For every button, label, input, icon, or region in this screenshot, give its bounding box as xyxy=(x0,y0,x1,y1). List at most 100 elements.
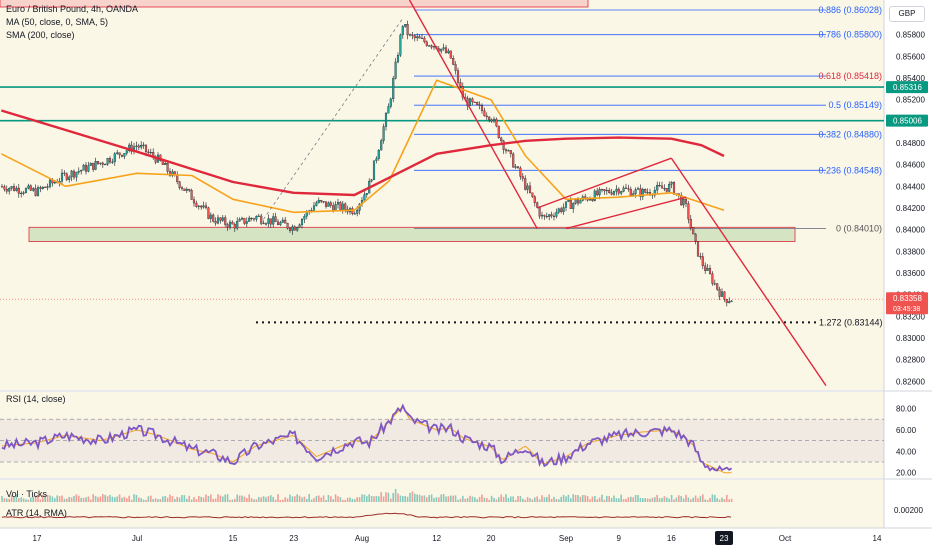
volume-bar xyxy=(442,494,445,502)
volume-bar xyxy=(450,495,452,502)
volume-bar xyxy=(620,494,622,502)
volume-bar xyxy=(524,499,526,502)
candle-body xyxy=(430,45,433,48)
volume-bar xyxy=(579,496,582,502)
candle-body xyxy=(449,50,452,59)
volume-bar xyxy=(363,494,366,502)
volume-bar xyxy=(390,498,392,502)
volume-bar xyxy=(231,499,234,502)
candle-body xyxy=(533,196,536,203)
volume-bar xyxy=(51,496,54,502)
candle-body xyxy=(190,190,193,200)
volume-bar xyxy=(3,498,6,502)
candle-body xyxy=(219,217,222,221)
candle-body xyxy=(137,145,140,148)
candle-body xyxy=(238,219,241,222)
candle-body xyxy=(252,218,256,220)
candle-body xyxy=(116,152,119,154)
volume-bar xyxy=(183,495,186,502)
volume-bar xyxy=(385,492,387,502)
candle-body xyxy=(699,255,702,258)
volume-bar xyxy=(94,495,97,502)
candle-body xyxy=(708,267,712,274)
candle-body xyxy=(65,173,68,180)
volume-bar xyxy=(18,498,20,502)
volume-bar xyxy=(162,496,164,502)
candle-body xyxy=(322,201,325,203)
volume-bar xyxy=(294,496,296,502)
volume-bar xyxy=(250,498,253,502)
volume-bar xyxy=(454,495,457,502)
candle-body xyxy=(646,192,649,194)
candle-body xyxy=(279,222,282,226)
candle-body xyxy=(689,218,692,228)
volume-bar xyxy=(632,497,634,502)
volume-bar xyxy=(538,499,541,502)
volume-bar xyxy=(54,498,56,502)
volume-bar xyxy=(682,498,685,502)
volume-bar xyxy=(308,494,310,502)
volume-bar xyxy=(118,494,121,502)
volume-bar xyxy=(270,495,272,502)
candle-body xyxy=(269,218,272,225)
candle-body xyxy=(730,300,733,302)
candle-body xyxy=(608,190,611,193)
candle-body xyxy=(312,205,316,211)
volume-bar xyxy=(73,495,75,502)
candle-body xyxy=(288,228,292,231)
rsi-tick-label: 40.00 xyxy=(896,447,917,456)
volume-bar xyxy=(159,499,162,502)
candle-body xyxy=(111,161,114,163)
volume-bar xyxy=(550,498,553,502)
volume-bar xyxy=(709,497,711,502)
volume-bar xyxy=(610,498,613,502)
candle-body xyxy=(567,200,570,202)
volume-bar xyxy=(687,497,690,502)
candle-body xyxy=(440,48,443,52)
volume-bar xyxy=(718,499,721,502)
volume-bar xyxy=(555,498,558,502)
volume-bar xyxy=(255,499,258,502)
volume-bar xyxy=(574,494,577,502)
candle-body xyxy=(8,188,11,192)
candle-body xyxy=(579,200,582,204)
volume-bar xyxy=(130,499,133,502)
candle-body xyxy=(596,190,599,196)
candle-body xyxy=(286,223,289,229)
volume-bar xyxy=(627,497,630,502)
volume-bar xyxy=(553,496,555,502)
candle-body xyxy=(48,179,52,187)
volume-bar xyxy=(193,497,195,502)
currency-button[interactable]: GBP xyxy=(889,6,925,22)
volume-bar xyxy=(702,494,704,502)
candle-body xyxy=(380,140,383,151)
volume-bar xyxy=(327,494,330,502)
time-tick-label: 14 xyxy=(873,534,882,543)
candle-body xyxy=(576,199,580,204)
volume-bar xyxy=(471,496,474,502)
volume-bar xyxy=(30,497,32,502)
volume-bar xyxy=(349,497,351,502)
volume-bar xyxy=(1,496,3,502)
candle-body xyxy=(572,203,575,209)
level-tag-label: 0.85316 xyxy=(893,83,922,92)
candle-body xyxy=(87,165,90,172)
candle-body xyxy=(514,166,517,168)
candle-body xyxy=(140,145,143,148)
volume-bar xyxy=(423,495,426,502)
volume-bar xyxy=(570,498,572,502)
volume-bar xyxy=(519,496,522,502)
channel-lower-line xyxy=(565,196,687,230)
candle-body xyxy=(392,78,395,100)
volume-bar xyxy=(387,492,390,502)
candle-body xyxy=(538,207,541,217)
candle-body xyxy=(418,36,421,39)
candle-body xyxy=(250,217,253,220)
candle-body xyxy=(24,188,28,193)
volume-bar xyxy=(721,497,723,502)
countdown-label: 03:45:38 xyxy=(893,306,920,313)
price-tick-label: 0.84400 xyxy=(896,182,925,191)
candle-body xyxy=(444,47,448,54)
